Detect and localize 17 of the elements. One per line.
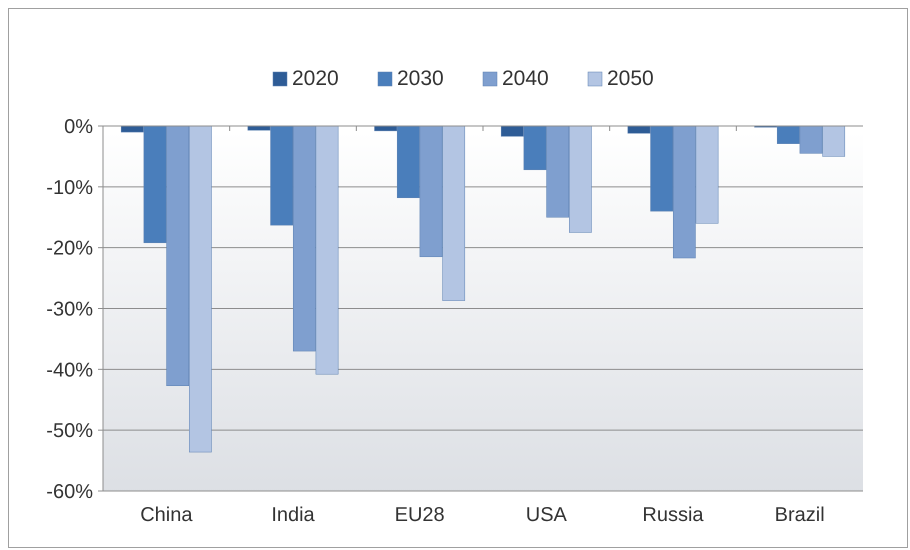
y-tick-label: 0% bbox=[64, 116, 94, 138]
x-tick-label: EU28 bbox=[394, 504, 445, 526]
legend-label: 2050 bbox=[607, 67, 654, 90]
y-tick-label: -20% bbox=[46, 238, 94, 260]
x-tick-label: Brazil bbox=[774, 504, 825, 526]
legend-label: 2030 bbox=[397, 67, 444, 90]
y-tick-label: -40% bbox=[46, 359, 94, 382]
x-tick-label: Russia bbox=[642, 504, 704, 526]
y-tick-label: -60% bbox=[46, 481, 94, 503]
y-tick-label: -30% bbox=[46, 298, 94, 320]
y-tick-label: -10% bbox=[46, 176, 94, 199]
x-tick-label: China bbox=[140, 504, 194, 526]
x-tick-label: USA bbox=[526, 504, 568, 526]
x-tick-label: India bbox=[271, 504, 316, 526]
legend-label: 2020 bbox=[292, 67, 339, 90]
y-tick-label: -50% bbox=[46, 420, 94, 442]
legend-label: 2040 bbox=[502, 67, 549, 90]
